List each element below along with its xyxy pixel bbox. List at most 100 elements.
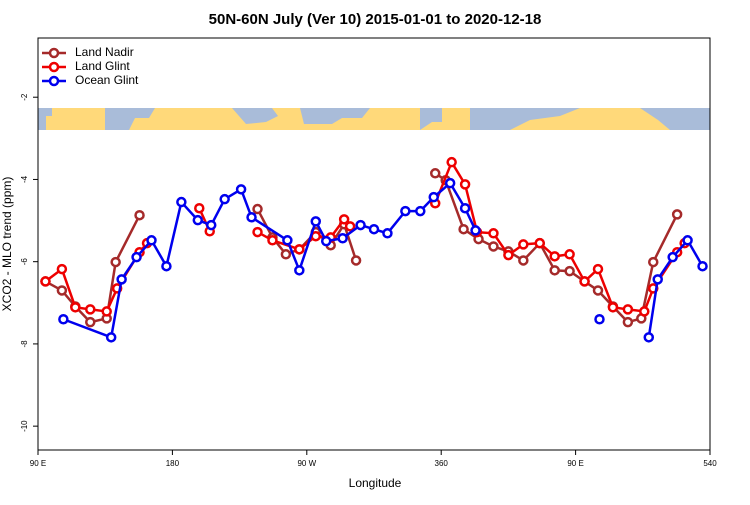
data-point bbox=[549, 265, 560, 276]
data-point bbox=[310, 216, 322, 227]
data-point bbox=[428, 191, 439, 203]
data-point bbox=[192, 214, 204, 226]
data-point bbox=[592, 285, 604, 296]
data-point bbox=[134, 209, 145, 221]
data-point bbox=[368, 223, 380, 235]
data-point bbox=[350, 255, 362, 266]
data-point bbox=[282, 235, 293, 246]
data-point bbox=[518, 239, 529, 250]
x-tick-label: 180 bbox=[166, 459, 180, 468]
data-point bbox=[355, 219, 366, 231]
y-axis-label: XCO2 - MLO trend (ppm) bbox=[0, 177, 14, 312]
x-axis-label: Longitude bbox=[349, 476, 402, 490]
x-tick-label: 90 E bbox=[567, 459, 583, 468]
y-tick-label: -10 bbox=[20, 420, 29, 432]
data-point bbox=[382, 228, 393, 239]
legend-label: Ocean Glint bbox=[75, 73, 139, 87]
data-point bbox=[267, 235, 278, 246]
y-tick-label: -4 bbox=[20, 175, 29, 183]
data-point bbox=[592, 263, 604, 275]
map-strip bbox=[38, 108, 710, 130]
x-tick-label: 360 bbox=[435, 459, 449, 468]
x-tick-label: 540 bbox=[703, 459, 717, 468]
data-point bbox=[85, 304, 96, 315]
data-point bbox=[697, 260, 708, 272]
data-point bbox=[488, 241, 499, 252]
data-point bbox=[622, 316, 634, 328]
plot-frame bbox=[37, 37, 711, 451]
data-point bbox=[235, 184, 247, 195]
data-point bbox=[667, 251, 678, 263]
legend-label: Land Nadir bbox=[75, 45, 134, 59]
data-point bbox=[131, 251, 142, 263]
data-point bbox=[534, 237, 546, 249]
data-point bbox=[161, 260, 172, 272]
data-point bbox=[110, 256, 121, 268]
data-point bbox=[252, 203, 263, 215]
map-land bbox=[38, 108, 710, 130]
data-point bbox=[639, 306, 650, 317]
data-point bbox=[622, 304, 634, 315]
data-point bbox=[219, 193, 230, 205]
legend-marker bbox=[48, 61, 60, 73]
legend-marker bbox=[48, 47, 60, 59]
data-point bbox=[194, 202, 205, 214]
data-point bbox=[320, 235, 332, 247]
data-point bbox=[400, 205, 411, 217]
data-point bbox=[564, 265, 575, 277]
data-point bbox=[344, 221, 356, 232]
series-line bbox=[62, 181, 704, 339]
data-point bbox=[607, 302, 619, 313]
data-point bbox=[579, 276, 590, 287]
data-point bbox=[246, 212, 257, 223]
data-point bbox=[594, 313, 605, 325]
chart-title: 50N-60N July (Ver 10) 2015-01-01 to 2020… bbox=[209, 11, 542, 28]
data-point bbox=[176, 196, 187, 208]
data-point bbox=[146, 235, 157, 246]
data-point bbox=[56, 263, 68, 275]
data-point bbox=[671, 209, 683, 220]
data-point bbox=[116, 274, 127, 285]
data-point bbox=[338, 214, 350, 225]
data-point bbox=[488, 228, 499, 239]
data-point bbox=[503, 249, 514, 261]
y-tick-label: -2 bbox=[20, 93, 29, 101]
data-point bbox=[415, 205, 426, 217]
data-point bbox=[56, 285, 68, 296]
data-point bbox=[294, 244, 305, 255]
data-point bbox=[446, 156, 457, 168]
x-tick-label: 90 W bbox=[297, 459, 316, 468]
series-line bbox=[44, 160, 686, 313]
data-point bbox=[58, 313, 69, 325]
data-point bbox=[549, 251, 560, 262]
legend-marker bbox=[48, 75, 60, 87]
data-point bbox=[294, 265, 305, 276]
data-point bbox=[470, 225, 481, 236]
data-point bbox=[444, 177, 456, 189]
data-point bbox=[518, 255, 529, 266]
data-point bbox=[652, 274, 663, 285]
data-point bbox=[40, 276, 51, 287]
data-point bbox=[337, 232, 348, 244]
data-point bbox=[564, 249, 575, 260]
legend-label: Land Glint bbox=[75, 59, 130, 73]
data-point bbox=[252, 226, 263, 238]
data-point bbox=[459, 202, 471, 214]
data-point bbox=[85, 316, 96, 328]
data-point bbox=[429, 168, 441, 179]
data-point bbox=[682, 235, 693, 246]
data-point bbox=[105, 332, 117, 343]
data-point bbox=[648, 256, 659, 268]
data-point bbox=[205, 219, 217, 231]
data-point bbox=[458, 223, 469, 235]
data-point bbox=[101, 306, 112, 317]
data-point bbox=[643, 332, 655, 343]
data-point bbox=[280, 249, 292, 260]
y-tick-label: -8 bbox=[20, 340, 29, 348]
x-tick-label: 90 E bbox=[30, 459, 46, 468]
y-tick-label: -6 bbox=[20, 258, 29, 266]
data-point bbox=[70, 302, 81, 313]
data-point bbox=[459, 179, 471, 190]
